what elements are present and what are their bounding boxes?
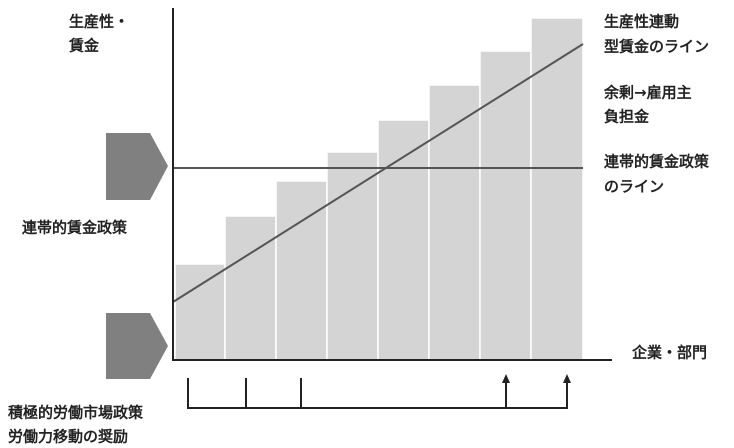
right-label: 負担金 — [604, 108, 650, 126]
bar — [428, 84, 481, 361]
right-label: 余剰→雇用主 — [603, 84, 692, 102]
arrow — [106, 313, 168, 379]
bar — [479, 50, 532, 361]
bar — [326, 151, 379, 361]
bar — [530, 17, 584, 361]
arrow-head — [502, 374, 510, 383]
x-axis-label: 企業・部門 — [631, 344, 707, 362]
left-label: 連帯的賃金政策 — [22, 219, 128, 237]
y-axis-label: 生産性・ — [69, 13, 129, 31]
bars — [174, 17, 584, 361]
right-label: 型賃金のライン — [604, 38, 709, 56]
bar — [174, 263, 226, 361]
bar — [275, 180, 328, 361]
bottom-label: 労働力移動の奨励 — [8, 428, 128, 446]
right-label: のライン — [604, 178, 664, 196]
arrow — [106, 133, 168, 200]
bottom-label: 積極的労働市場政策 — [7, 404, 144, 422]
y-axis-label: 賃金 — [68, 37, 100, 55]
bar — [224, 215, 277, 361]
right-label: 生産性連動 — [604, 13, 679, 31]
arrow-head — [563, 374, 571, 383]
productivity-line — [172, 43, 584, 303]
bracket — [187, 378, 568, 409]
right-label: 連帯的賃金政策 — [604, 153, 710, 171]
bar — [377, 119, 430, 361]
